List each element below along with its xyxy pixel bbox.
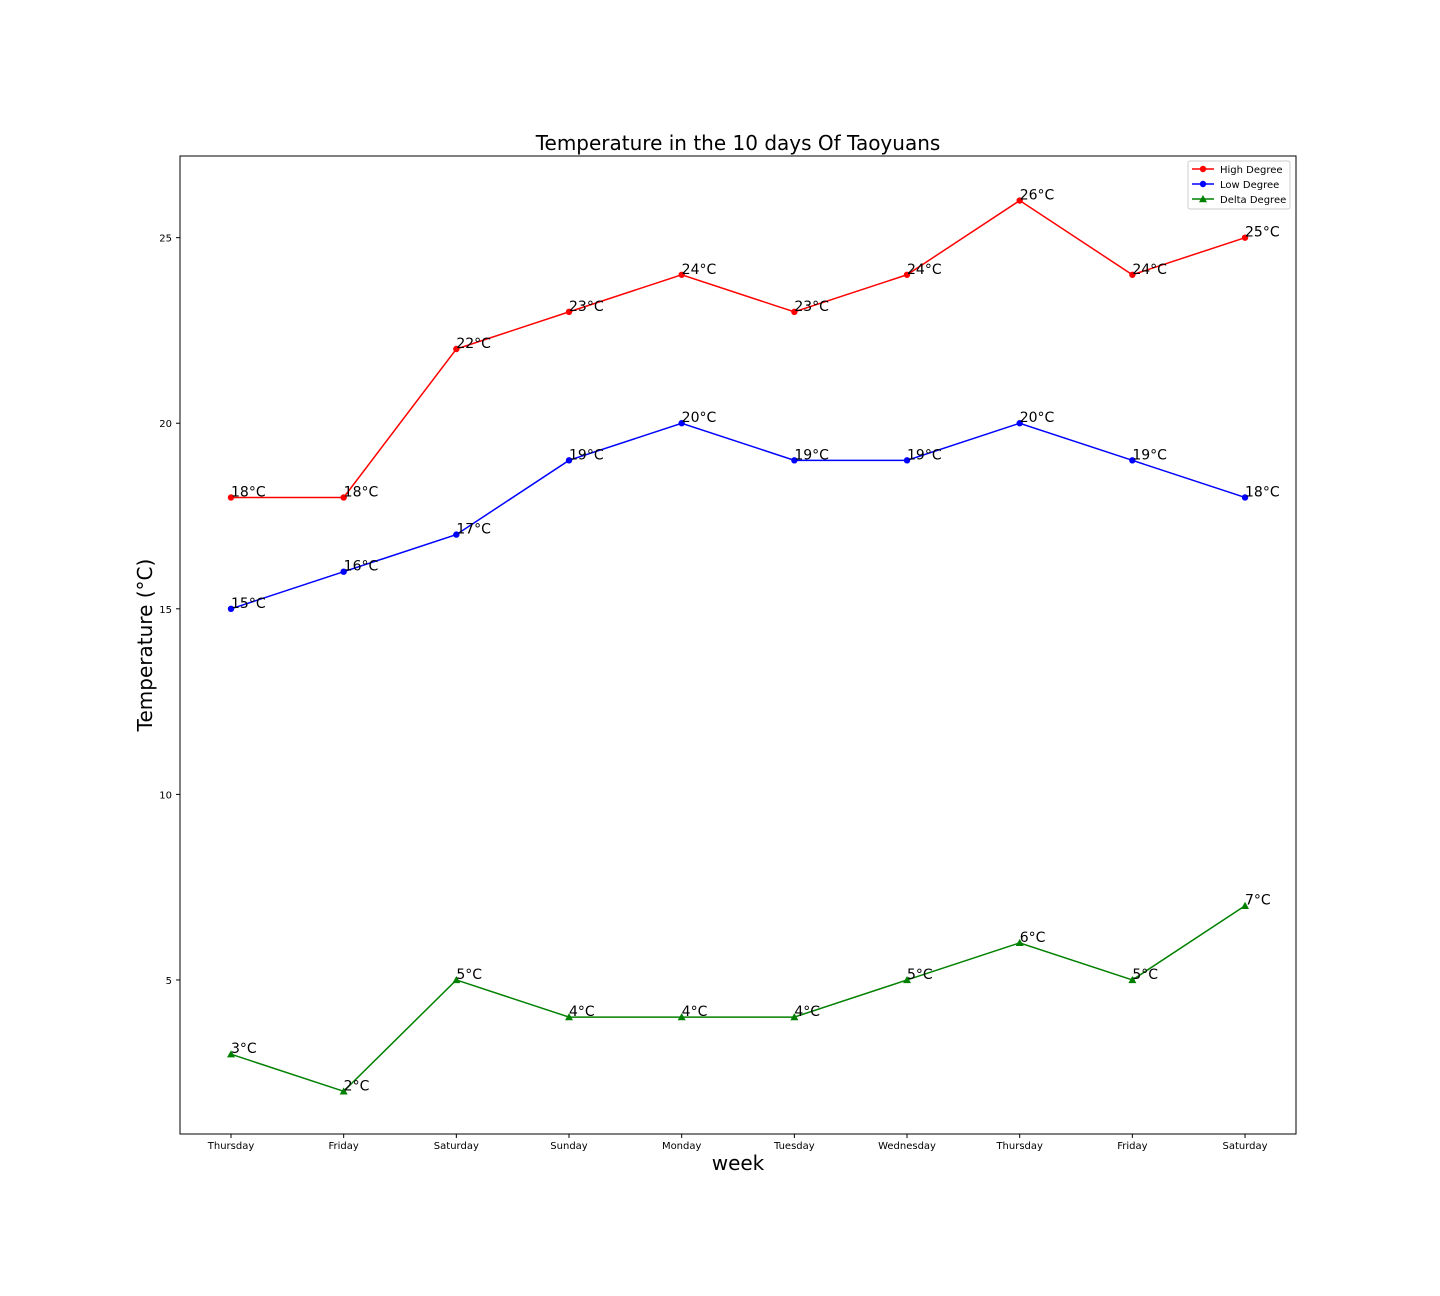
data-point — [565, 308, 573, 316]
data-label: 15°C — [231, 596, 266, 612]
data-label: 22°C — [456, 336, 491, 352]
data-point — [565, 457, 573, 464]
series-high-degree: 18°C 18°C 22°C 23°C 24°C 23°C 24°C 26°C 24°C 25°C — [227, 188, 1280, 501]
data-label: 6°C — [1020, 930, 1046, 946]
y-axis-label: Temperature (°C) — [133, 559, 157, 733]
x-tick-label: Thursday — [207, 1141, 255, 1152]
x-tick-label: Friday — [329, 1141, 359, 1152]
data-point — [340, 568, 347, 575]
legend-label: Delta Degree — [1220, 195, 1286, 206]
data-point — [903, 271, 911, 278]
data-label: 17°C — [456, 522, 491, 538]
data-label: 23°C — [794, 299, 829, 315]
data-point — [1128, 975, 1137, 984]
data-label: 26°C — [1020, 188, 1055, 204]
data-point — [227, 605, 235, 613]
series-layer: 18°C 18°C 22°C 23°C 24°C 23°C 24°C 26°C 24°C 25°C… — [227, 188, 1280, 1095]
data-point — [1016, 420, 1023, 427]
data-label: 4°C — [794, 1004, 820, 1020]
plot-area — [179, 155, 1297, 1135]
y-axis-ticks: 5 10 15 20 25 — [159, 234, 180, 987]
data-point — [678, 271, 685, 278]
data-point — [452, 975, 461, 984]
series-low-degree: 15°C 16°C 17°C 19°C 20°C 19°C 19°C 20°C 19°C 18°C — [227, 410, 1280, 613]
data-label: 19°C — [907, 447, 942, 463]
legend-marker — [1199, 195, 1207, 203]
data-point — [678, 420, 685, 427]
series-delta-degree: 3°C 2°C 5°C 4°C 4°C 4°C 5°C 6°C 5°C 7°C — [227, 893, 1271, 1095]
y-tick-label: 10 — [159, 790, 172, 801]
y-tick-label: 20 — [159, 419, 172, 430]
data-label: 19°C — [794, 447, 829, 463]
data-point — [790, 1013, 799, 1021]
x-tick-label: Sunday — [550, 1141, 587, 1152]
data-point — [1241, 234, 1249, 241]
x-tick-label: Tuesday — [773, 1141, 815, 1152]
data-label: 2°C — [344, 1078, 370, 1094]
data-label: 20°C — [1020, 410, 1055, 426]
data-point — [791, 308, 798, 316]
legend-marker — [1199, 165, 1207, 173]
series-line-low-degree — [230, 422, 1246, 610]
data-point — [340, 494, 347, 501]
data-label: 18°C — [344, 484, 379, 500]
data-label: 20°C — [682, 410, 717, 426]
data-point — [903, 975, 912, 984]
data-label: 5°C — [456, 967, 482, 983]
data-point — [1241, 901, 1250, 909]
x-tick-label: Saturday — [434, 1141, 479, 1152]
data-label: 19°C — [569, 447, 604, 463]
data-label: 18°C — [1245, 484, 1280, 500]
data-label: 3°C — [231, 1041, 257, 1057]
data-point — [677, 1013, 686, 1021]
x-axis-ticks: Thursday Friday Saturday Sunday Monday Tuesda… — [207, 1134, 1268, 1152]
data-point — [453, 345, 460, 353]
legend: High Degree Low Degree Delta Degree — [1187, 160, 1291, 210]
y-tick-label: 25 — [159, 234, 172, 245]
x-tick-label: Wednesday — [878, 1141, 936, 1152]
data-point — [339, 1087, 348, 1095]
x-tick-label: Friday — [1117, 1141, 1147, 1152]
data-label: 24°C — [907, 262, 942, 278]
data-point — [1015, 938, 1024, 947]
data-label: 7°C — [1245, 893, 1271, 909]
x-tick-label: Thursday — [995, 1141, 1043, 1152]
chart-title: Temperature in the 10 days Of Taoyuans — [535, 131, 941, 155]
legend-box — [1187, 160, 1291, 210]
y-tick-label: 5 — [166, 976, 172, 987]
data-label: 19°C — [1132, 447, 1167, 463]
data-point — [791, 457, 798, 464]
data-point — [1016, 197, 1023, 204]
data-point — [903, 457, 911, 464]
data-point — [565, 1013, 574, 1021]
legend-label: Low Degree — [1220, 180, 1279, 191]
data-label: 18°C — [231, 484, 266, 500]
legend-marker — [1199, 180, 1207, 188]
data-point — [1129, 271, 1136, 278]
data-label: 24°C — [1132, 262, 1167, 278]
data-point — [227, 494, 235, 501]
data-label: 5°C — [907, 967, 933, 983]
series-line-delta-degree — [230, 905, 1246, 1093]
data-point — [1241, 494, 1249, 501]
x-axis-label: week — [712, 1151, 765, 1175]
x-tick-label: Monday — [662, 1141, 702, 1152]
data-label: 25°C — [1245, 225, 1280, 241]
data-label: 23°C — [569, 299, 604, 315]
data-label: 4°C — [682, 1004, 708, 1020]
legend-label: High Degree — [1220, 165, 1283, 176]
y-tick-label: 15 — [159, 605, 172, 616]
data-point — [453, 531, 460, 538]
data-label: 5°C — [1132, 967, 1158, 983]
data-label: 24°C — [682, 262, 717, 278]
data-point — [1129, 457, 1136, 464]
data-point — [227, 1050, 235, 1058]
data-label: 16°C — [344, 559, 379, 575]
series-line-high-degree — [231, 199, 1246, 499]
x-tick-label: Saturday — [1222, 1141, 1267, 1152]
data-label: 4°C — [569, 1004, 595, 1020]
